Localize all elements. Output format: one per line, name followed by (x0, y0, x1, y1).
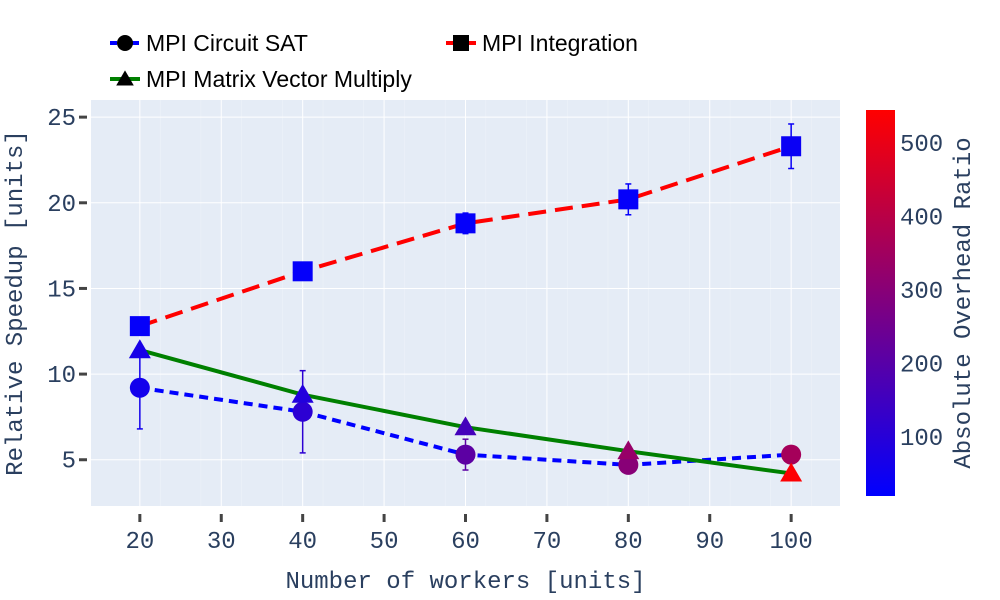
data-point (618, 454, 639, 475)
data-point (291, 383, 314, 403)
colorbar-title: Absolute Overhead Ratio (951, 137, 978, 468)
data-point (455, 213, 476, 234)
y-tick-label: 20 (47, 192, 76, 219)
data-point (128, 339, 151, 359)
data-point (781, 136, 802, 157)
data-point (129, 377, 150, 398)
axes: 20 30 40 50 60 70 80 90 100 5 10 15 20 25 (47, 106, 813, 556)
data-point (455, 444, 476, 465)
colorbar-tick-label: 100 (900, 426, 943, 453)
x-tick-label: 40 (288, 529, 317, 556)
series-layer (128, 123, 803, 482)
colorbar-tick-label: 400 (900, 206, 943, 233)
y-tick-label: 10 (47, 363, 76, 390)
colorbar-tick-label: 300 (900, 279, 943, 306)
x-tick-label: 70 (533, 529, 562, 556)
colorbar-tick-label: 500 (900, 132, 943, 159)
data-point (618, 189, 639, 210)
colorbar-ticks: 100 200 300 400 500 (900, 132, 943, 453)
legend-label: MPI Integration (482, 30, 638, 56)
y-tick-label: 15 (47, 277, 76, 304)
legend-marker (117, 35, 133, 51)
y-tick-label: 5 (62, 449, 76, 476)
x-tick-label: 20 (125, 529, 154, 556)
legend-label: MPI Matrix Vector Multiply (146, 66, 412, 92)
x-tick-label: 80 (614, 529, 643, 556)
data-point (780, 462, 803, 482)
x-tick-label: 90 (695, 529, 724, 556)
legend-marker (116, 70, 134, 86)
y-axis-title: Relative Speedup [units] (3, 130, 30, 476)
data-point (781, 444, 802, 465)
x-tick-label: 50 (370, 529, 399, 556)
legend-label: MPI Circuit SAT (146, 30, 308, 56)
colorbar-tick-label: 200 (900, 353, 943, 380)
data-point (617, 440, 640, 460)
y-tick-label: 25 (47, 106, 76, 133)
data-point (292, 261, 313, 282)
data-point (292, 401, 313, 422)
x-tick-label: 30 (207, 529, 236, 556)
x-axis-title: Number of workers [units] (285, 569, 645, 596)
colorbar (866, 110, 895, 496)
data-point (454, 416, 477, 436)
x-tick-label: 100 (770, 529, 813, 556)
legend-marker (453, 35, 469, 51)
data-point (129, 316, 150, 337)
x-tick-label: 60 (451, 529, 480, 556)
legend: MPI Circuit SAT MPI Integration MPI Matrix… (110, 30, 638, 92)
